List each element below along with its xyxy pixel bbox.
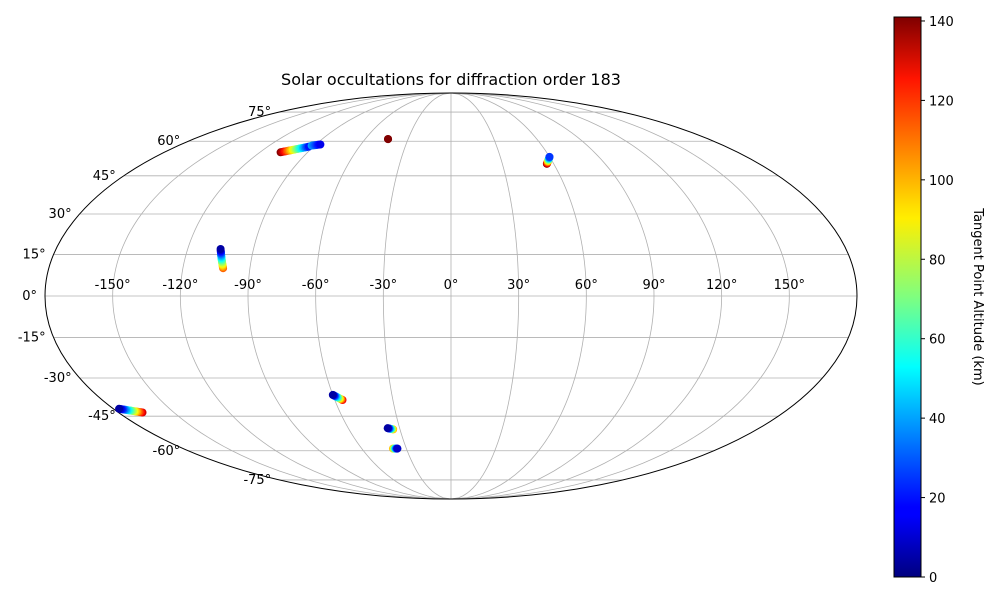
- latitude-tick-label: -45°: [88, 409, 116, 424]
- occultation-point: [115, 404, 124, 413]
- longitude-tick-label: 0°: [444, 278, 459, 293]
- colorbar-tick-label: 0: [929, 571, 937, 586]
- longitude-tick-label: -30°: [369, 278, 397, 293]
- longitude-tick-label: -120°: [162, 278, 198, 293]
- occultation-point: [216, 244, 225, 253]
- colorbar-tick-label: 140: [929, 15, 954, 30]
- colorbar-tick-label: 40: [929, 412, 946, 427]
- colorbar-tick-label: 100: [929, 174, 954, 189]
- colorbar-label: Tangent Point Altitude (km): [970, 207, 985, 385]
- colorbar-tick-label: 20: [929, 492, 946, 507]
- occultation-point: [393, 444, 402, 453]
- latitude-tick-label: 15°: [23, 247, 46, 262]
- colorbar-gradient: [893, 16, 922, 578]
- longitude-tick-labels: -150° -120° -90° -60° -30° 0° 30° 60° 90° 120° 150…: [95, 278, 805, 293]
- latitude-tick-label: 45°: [93, 169, 116, 184]
- longitude-tick-label: 30°: [507, 278, 530, 293]
- longitude-tick-label: -150°: [95, 278, 131, 293]
- colorbar: 0 20 40 60 80 100 120 140 Tangent Point Altitud…: [893, 15, 985, 586]
- longitude-tick-label: -90°: [234, 278, 262, 293]
- occultation-point: [545, 152, 554, 161]
- latitude-tick-label: 0°: [22, 289, 37, 304]
- occultation-point: [316, 140, 325, 149]
- colorbar-tick-label: 80: [929, 253, 946, 268]
- latitude-tick-label: -15°: [18, 331, 46, 346]
- latitude-tick-label: -75°: [243, 473, 271, 488]
- longitude-tick-label: 60°: [575, 278, 598, 293]
- longitude-tick-label: 90°: [642, 278, 665, 293]
- colorbar-tick-label: 60: [929, 333, 946, 348]
- longitude-tick-label: 120°: [706, 278, 737, 293]
- longitude-tick-label: -60°: [302, 278, 330, 293]
- longitude-tick-label: 150°: [774, 278, 805, 293]
- latitude-tick-label: 75°: [248, 105, 271, 120]
- latitude-tick-label: -30°: [44, 371, 72, 386]
- occultation-point: [384, 135, 393, 144]
- occultation-point: [383, 424, 392, 433]
- occultation-points: [115, 135, 554, 453]
- latitude-tick-label: -60°: [153, 444, 181, 459]
- latitude-tick-label: 60°: [157, 134, 180, 149]
- colorbar-tick-label: 120: [929, 94, 954, 109]
- colorbar-ticks: 0 20 40 60 80 100 120 140: [921, 15, 954, 586]
- occultation-point: [328, 390, 337, 399]
- latitude-tick-label: 30°: [49, 207, 72, 222]
- chart-title: Solar occultations for diffraction order…: [281, 70, 621, 89]
- graticule-grid: [45, 93, 857, 499]
- latitude-tick-labels: 75° 60° 45° 30° 15° 0° -15° -30° -45° -60° -75°: [18, 105, 271, 488]
- map-boundary: [44, 92, 858, 500]
